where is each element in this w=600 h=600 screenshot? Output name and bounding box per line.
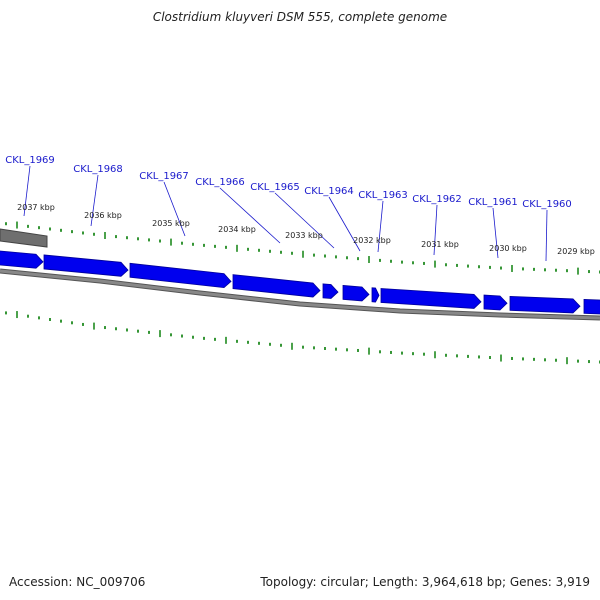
topology-text: Topology: circular; Length: 3,964,618 bp… <box>260 575 590 589</box>
scale-label: 2030 kbp <box>489 244 527 253</box>
gene-label: CKL_1965 <box>250 182 300 193</box>
scale-label: 2032 kbp <box>353 236 391 245</box>
gene-label: CKL_1967 <box>139 171 189 182</box>
scale-label: 2029 kbp <box>557 247 595 256</box>
leader-line <box>219 187 281 244</box>
gene-labels: CKL_1969 CKL_1968 CKL_1967 CKL_1966 CKL_1965… <box>5 155 572 210</box>
gene-arrow <box>483 294 508 311</box>
leader-line <box>545 209 548 262</box>
gene-label: CKL_1962 <box>412 194 462 205</box>
scale-label: 2031 kbp <box>421 240 459 249</box>
leader-line <box>492 207 499 259</box>
gene-arrow <box>43 254 129 277</box>
genome-backbone <box>0 228 600 321</box>
scale-labels: 2037 kbp 2036 kbp 2035 kbp 2034 kbp 2033 kbp… <box>17 203 595 256</box>
scale-label: 2036 kbp <box>84 211 122 220</box>
gene-label: CKL_1966 <box>195 177 245 188</box>
outer-tick-track <box>5 221 600 275</box>
backbone-segment <box>0 228 48 248</box>
scale-label: 2037 kbp <box>17 203 55 212</box>
inner-tick-track <box>5 311 600 365</box>
leader-line <box>163 181 186 237</box>
accession-text: Accession: NC_009706 <box>9 575 146 589</box>
gene-arrow <box>371 287 380 303</box>
leader-line <box>433 204 438 256</box>
gene-arrow <box>509 295 581 314</box>
gene-arrow <box>322 283 339 299</box>
gene-arrow <box>583 298 600 315</box>
gene-arrow <box>232 274 321 298</box>
scale-label: 2034 kbp <box>218 225 256 234</box>
leader-line <box>90 174 99 227</box>
gene-label: CKL_1961 <box>468 197 518 208</box>
leader-line <box>377 200 384 253</box>
gene-label: CKL_1960 <box>522 199 572 210</box>
gene-label: CKL_1963 <box>358 190 408 201</box>
leader-line <box>23 165 31 217</box>
gene-arrow <box>380 288 482 309</box>
gene-arrow <box>0 250 44 269</box>
leader-line <box>274 192 335 249</box>
gene-label: CKL_1964 <box>304 186 354 197</box>
label-leader-lines <box>23 165 548 262</box>
gene-arrow <box>129 262 232 289</box>
gene-label: CKL_1969 <box>5 155 55 166</box>
backbone-line-highlight <box>0 269 600 320</box>
leader-line <box>328 196 361 252</box>
gene-label: CKL_1968 <box>73 164 123 175</box>
gene-track <box>0 250 600 315</box>
scale-label: 2035 kbp <box>152 219 190 228</box>
gene-arrow <box>342 285 370 302</box>
scale-label: 2033 kbp <box>285 231 323 240</box>
genome-title: Clostridium kluyveri DSM 555, complete g… <box>152 10 448 24</box>
